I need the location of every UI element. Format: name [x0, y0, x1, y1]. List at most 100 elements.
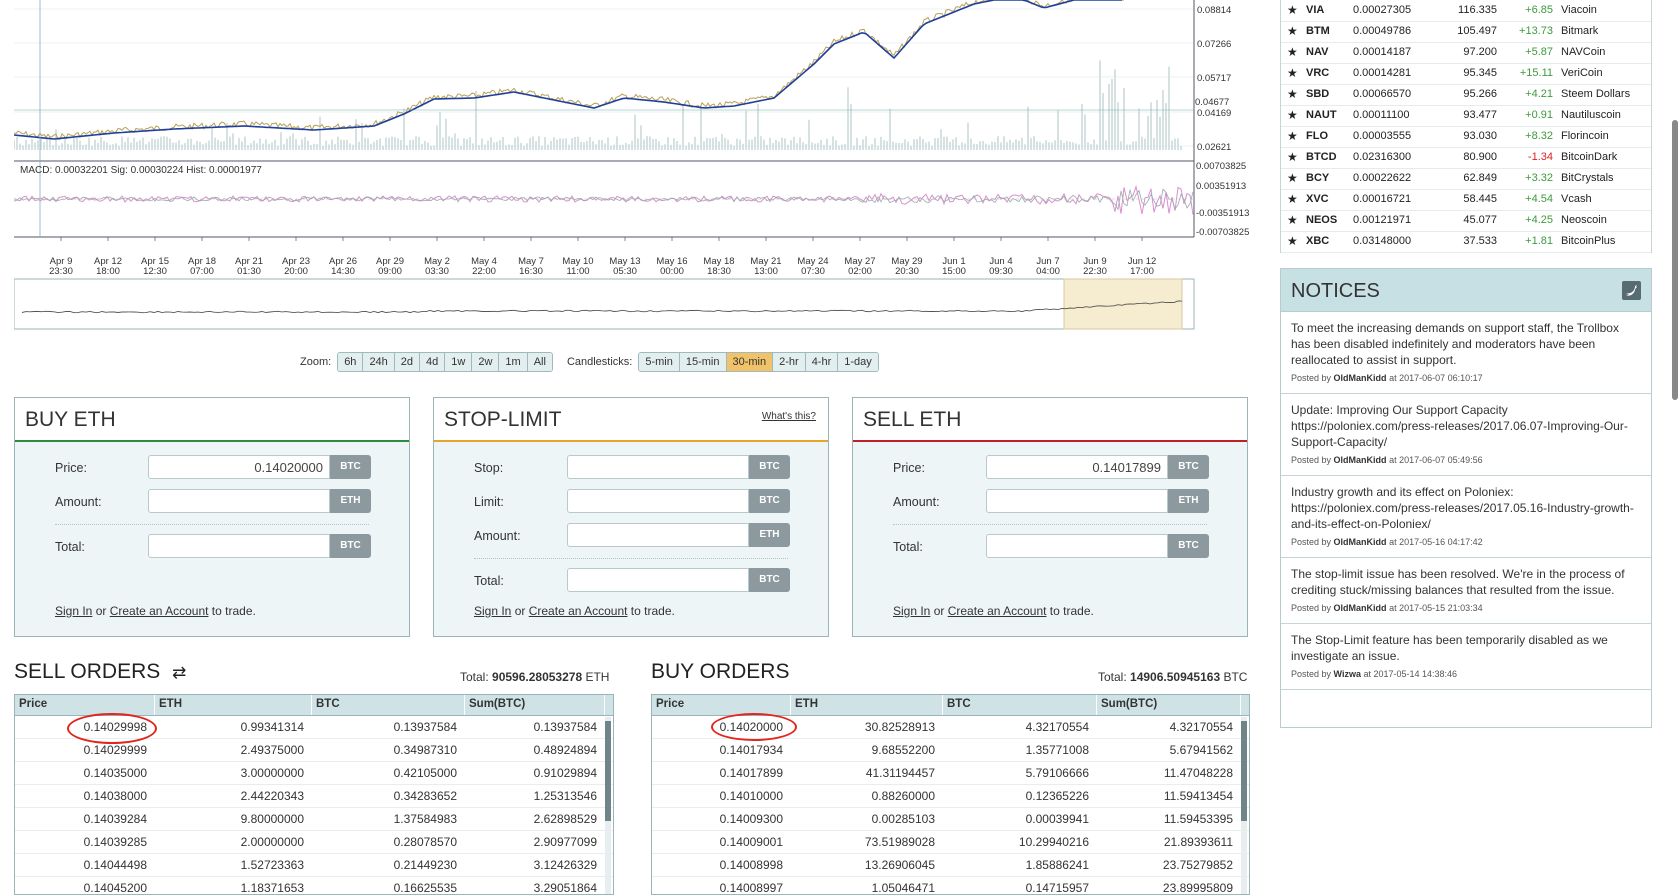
table-cell: 0.99341314: [240, 720, 304, 734]
notice-meta: Posted by OldManKidd at 2017-05-16 04:17…: [1291, 537, 1483, 547]
column-header[interactable]: Sum(BTC): [465, 695, 605, 715]
star-icon[interactable]: ★: [1287, 171, 1298, 185]
table-row[interactable]: 0.14044498 1.52723363 0.21449230 3.12426329: [15, 854, 613, 877]
buy-amount-input[interactable]: [148, 489, 330, 513]
star-icon[interactable]: ★: [1287, 213, 1298, 227]
create-account-link[interactable]: Create an Account: [109, 604, 209, 618]
table-row[interactable]: 0.14017934 9.68552200 1.35771008 5.67941562: [652, 739, 1249, 762]
table-row[interactable]: 0.14009300 0.00285103 0.00039941 11.5945339…: [652, 808, 1249, 831]
zoom-1w-button[interactable]: 1w: [445, 353, 473, 371]
stop-amount-input[interactable]: [567, 523, 749, 547]
column-header[interactable]: BTC: [943, 695, 1097, 715]
column-header[interactable]: Price: [15, 695, 155, 715]
zoom-6h-button[interactable]: 6h: [338, 353, 364, 371]
sell-total-input[interactable]: [986, 534, 1168, 558]
star-icon[interactable]: ★: [1287, 192, 1298, 206]
stop-input[interactable]: [567, 455, 749, 479]
whats-this-link[interactable]: What's this?: [761, 411, 816, 422]
coin-row[interactable]: ★ BTCD 0.02316300 80.900 -1.34 BitcoinDark: [1281, 147, 1651, 169]
sign-in-link[interactable]: Sign In: [474, 604, 512, 618]
price-chart[interactable]: MACD: 0.00032201 Sig: 0.00030224 Hist: 0…: [14, 0, 1250, 335]
table-row[interactable]: 0.14008998 13.26906045 1.85886241 23.752798…: [652, 854, 1249, 877]
swap-icon[interactable]: ⇄: [172, 663, 187, 682]
table-cell: 0.00285103: [871, 812, 935, 826]
coin-row[interactable]: ★ XBC 0.03148000 37.533 +1.81 BitcoinPlus: [1281, 231, 1651, 253]
buy-total-input[interactable]: [148, 534, 330, 558]
star-icon[interactable]: ★: [1287, 234, 1298, 248]
price-chart-svg[interactable]: MACD: 0.00032201 Sig: 0.00030224 Hist: 0…: [14, 0, 1250, 335]
coin-row[interactable]: ★ NAUT 0.00011100 93.477 +0.91 Nautiluscoin: [1281, 105, 1651, 127]
stop-limit-panel: STOP-LIMIT What's this? Stop: BTC Limit:…: [433, 397, 829, 637]
limit-input[interactable]: [567, 489, 749, 513]
coin-row[interactable]: ★ VIA 0.00027305 116.335 +6.85 Viacoin: [1281, 0, 1651, 22]
x-axis-date: Jun 9: [1083, 256, 1106, 267]
coin-row[interactable]: ★ NAV 0.00014187 97.200 +5.87 NAVCoin: [1281, 42, 1651, 64]
coin-row[interactable]: ★ SBD 0.00066570 95.266 +4.21 Steem Dollars: [1281, 84, 1651, 106]
notice-author[interactable]: OldManKidd: [1333, 373, 1387, 383]
column-header[interactable]: BTC: [312, 695, 465, 715]
macd-axis-tick: 0.00703825: [1196, 161, 1246, 172]
buy-orders-scrollbar[interactable]: [1241, 717, 1247, 894]
table-row[interactable]: 0.14010000 0.88260000 0.12365226 11.5941345…: [652, 785, 1249, 808]
sign-in-link[interactable]: Sign In: [55, 604, 93, 618]
table-row[interactable]: 0.14039285 2.00000000 0.28078570 2.90977099: [15, 831, 613, 854]
table-row[interactable]: 0.14035000 3.00000000 0.42105000 0.91029894: [15, 762, 613, 785]
create-account-link[interactable]: Create an Account: [947, 604, 1047, 618]
table-row[interactable]: 0.14029999 2.49375000 0.34987310 0.48924894: [15, 739, 613, 762]
table-row[interactable]: 0.14038000 2.44220343 0.34283652 1.25313546: [15, 785, 613, 808]
sign-in-link[interactable]: Sign In: [893, 604, 931, 618]
zoom-1m-button[interactable]: 1m: [499, 353, 528, 371]
zoom-4d-button[interactable]: 4d: [420, 353, 446, 371]
candle-4-hr-button[interactable]: 4-hr: [805, 353, 839, 371]
table-row[interactable]: 0.14009001 73.51989028 10.29940216 21.89393…: [652, 831, 1249, 854]
table-row[interactable]: 0.14017899 41.31194457 5.79106666 11.470482…: [652, 762, 1249, 785]
twitter-icon[interactable]: [1622, 281, 1641, 300]
create-account-link[interactable]: Create an Account: [528, 604, 628, 618]
column-header[interactable]: Price: [652, 695, 791, 715]
column-header[interactable]: Sum(BTC): [1097, 695, 1241, 715]
candle-2-hr-button[interactable]: 2-hr: [773, 353, 806, 371]
zoom-24h-button[interactable]: 24h: [363, 353, 395, 371]
table-cell: 0.14715957: [1025, 881, 1089, 895]
sell-amount-input[interactable]: [986, 489, 1168, 513]
star-icon[interactable]: ★: [1287, 24, 1298, 38]
buy-price-input[interactable]: 0.14020000: [148, 455, 330, 479]
candle-30-min-button[interactable]: 30-min: [726, 353, 774, 371]
notice-author[interactable]: OldManKidd: [1333, 603, 1387, 613]
coin-volume: 95.266: [1463, 88, 1497, 100]
candle-15-min-button[interactable]: 15-min: [679, 353, 727, 371]
coin-row[interactable]: ★ BCY 0.00022622 62.849 +3.32 BitCrystals: [1281, 168, 1651, 190]
sell-price-input[interactable]: 0.14017899: [986, 455, 1168, 479]
star-icon[interactable]: ★: [1287, 129, 1298, 143]
star-icon[interactable]: ★: [1287, 3, 1298, 17]
candle-5-min-button[interactable]: 5-min: [639, 353, 680, 371]
column-header[interactable]: ETH: [791, 695, 943, 715]
coin-row[interactable]: ★ XVC 0.00016721 58.445 +4.54 Vcash: [1281, 189, 1651, 211]
zoom-2d-button[interactable]: 2d: [394, 353, 421, 371]
star-icon[interactable]: ★: [1287, 87, 1298, 101]
candle-1-day-button[interactable]: 1-day: [838, 353, 878, 371]
x-axis-time: 11:00: [566, 266, 589, 277]
star-icon[interactable]: ★: [1287, 108, 1298, 122]
notice-author[interactable]: Wizwa: [1333, 669, 1361, 679]
star-icon[interactable]: ★: [1287, 45, 1298, 59]
table-row[interactable]: 0.14008997 1.05046471 0.14715957 23.8999580…: [652, 877, 1249, 895]
notice-author[interactable]: OldManKidd: [1333, 455, 1387, 465]
star-icon[interactable]: ★: [1287, 150, 1298, 164]
notice-date: at 2017-06-07 06:10:17: [1389, 373, 1483, 383]
table-row[interactable]: 0.14039284 9.80000000 1.37584983 2.62898529: [15, 808, 613, 831]
column-header[interactable]: ETH: [155, 695, 312, 715]
sell-orders-scrollbar[interactable]: [605, 717, 611, 894]
x-axis-date: May 2: [424, 256, 450, 267]
table-row[interactable]: 0.14045200 1.18371653 0.16625535 3.29051864: [15, 877, 613, 894]
coin-row[interactable]: ★ BTM 0.00049786 105.497 +13.73 Bitmark: [1281, 21, 1651, 43]
zoom-all-button[interactable]: All: [527, 353, 552, 371]
zoom-2w-button[interactable]: 2w: [472, 353, 500, 371]
star-icon[interactable]: ★: [1287, 66, 1298, 80]
coin-row[interactable]: ★ NEOS 0.00121971 45.077 +4.25 Neoscoin: [1281, 210, 1651, 232]
stop-total-input[interactable]: [567, 568, 749, 592]
notice-author[interactable]: OldManKidd: [1333, 537, 1387, 547]
coin-row[interactable]: ★ FLO 0.00003555 93.030 +8.32 Florincoin: [1281, 126, 1651, 148]
coin-row[interactable]: ★ VRC 0.00014281 95.345 +15.11 VeriCoin: [1281, 63, 1651, 85]
page-scrollbar[interactable]: [1672, 120, 1678, 400]
